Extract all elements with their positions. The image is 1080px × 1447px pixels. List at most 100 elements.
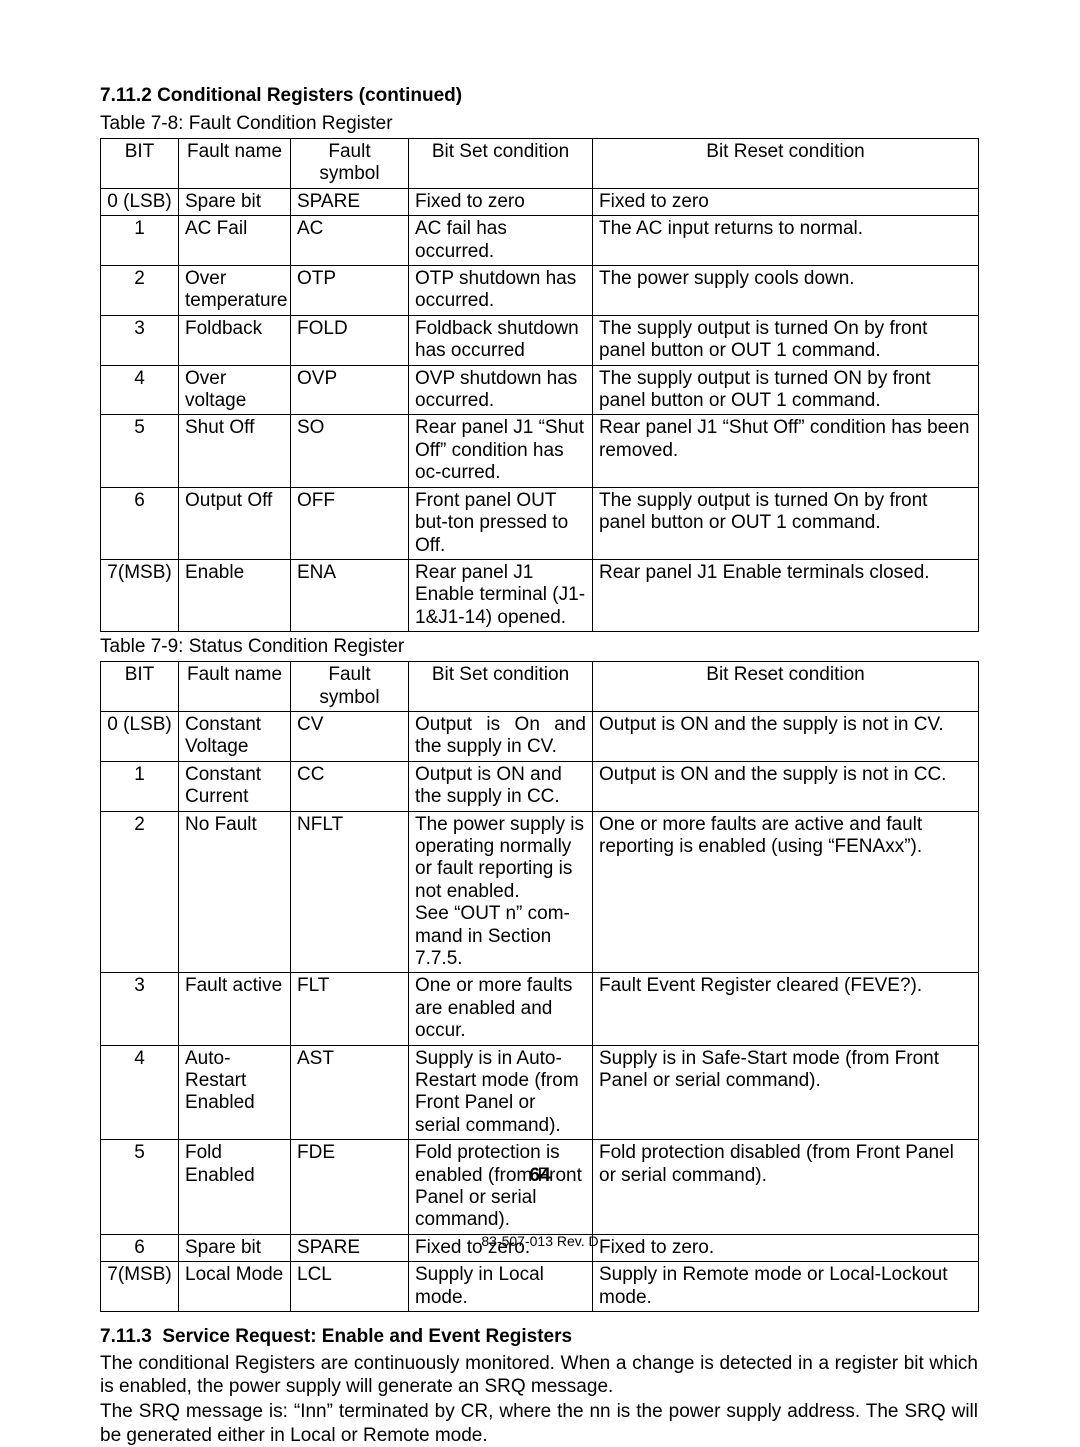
table-cell: Fold protection is enabled (from Front P… (409, 1140, 593, 1235)
section-title: Conditional Registers (continued) (157, 85, 462, 106)
table-cell: Shut Off (179, 415, 291, 487)
col-header: BIT (101, 139, 179, 189)
body-paragraph: The SRQ message is: “Inn” terminated by … (100, 1400, 978, 1446)
table-cell: One or more faults are active and fault … (593, 811, 979, 973)
table-cell: Foldback shutdown has occurred (409, 315, 593, 365)
col-header: Bit Set condition (409, 139, 593, 189)
table-row: 4Auto-Restart EnabledASTSupply is in Aut… (101, 1045, 979, 1140)
col-header: Fault name (179, 662, 291, 712)
table-cell: Constant Current (179, 761, 291, 811)
col-header: Fault name (179, 139, 291, 189)
table-cell: 7(MSB) (101, 559, 179, 631)
section-heading-1: 7.11.2 Conditional Registers (continued) (100, 85, 990, 107)
table-2-caption: Table 7-9: Status Condition Register (100, 636, 990, 658)
table-row: 6Output OffOFFFront panel OUT but-ton pr… (101, 487, 979, 559)
col-header: Bit Reset condition (593, 662, 979, 712)
table-cell: The supply output is turned On by front … (593, 487, 979, 559)
table-cell: Output is ON and the supply in CC. (409, 761, 593, 811)
table-row: 1Constant CurrentCCOutput is ON and the … (101, 761, 979, 811)
table-cell: FLT (291, 973, 409, 1045)
table-cell: SPARE (291, 188, 409, 215)
table-row: 7(MSB)Local ModeLCLSupply in Local mode.… (101, 1262, 979, 1312)
table-cell: 3 (101, 315, 179, 365)
table-cell: Enable (179, 559, 291, 631)
table-cell: AC (291, 216, 409, 266)
table-cell: Constant Voltage (179, 711, 291, 761)
table-cell: Rear panel J1 “Shut Off” condition has o… (409, 415, 593, 487)
table-cell: Output is On and the supply in CV. (409, 711, 593, 761)
table-cell: FDE (291, 1140, 409, 1235)
table-cell: 0 (LSB) (101, 188, 179, 215)
table-cell: Supply in Remote mode or Local-Lockout m… (593, 1262, 979, 1312)
table-cell: Foldback (179, 315, 291, 365)
section-number: 7.11.2 (100, 85, 152, 106)
table-header-row: BIT Fault name Fault symbol Bit Set cond… (101, 662, 979, 712)
table-cell: Rear panel J1 Enable terminal (J1-1&J1-1… (409, 559, 593, 631)
table-cell: 2 (101, 811, 179, 973)
table-cell: Supply in Local mode. (409, 1262, 593, 1312)
table-cell: 2 (101, 266, 179, 316)
col-header: BIT (101, 662, 179, 712)
table-row: 4Over voltageOVPOVP shutdown has occurre… (101, 365, 979, 415)
table-1-caption: Table 7-8: Fault Condition Register (100, 113, 990, 135)
col-header: Bit Reset condition (593, 139, 979, 189)
table-cell: Fold Enabled (179, 1140, 291, 1235)
table-row: 0 (LSB)Spare bitSPAREFixed to zeroFixed … (101, 188, 979, 215)
table-row: 7(MSB)EnableENARear panel J1 Enable term… (101, 559, 979, 631)
table-row: 2Over temperatureOTPOTP shutdown has occ… (101, 266, 979, 316)
table-cell: Supply is in Auto-Restart mode (from Fro… (409, 1045, 593, 1140)
section-title: Service Request: Enable and Event Regist… (162, 1326, 572, 1347)
table-cell: Fixed to zero (593, 188, 979, 215)
table-1-body: 0 (LSB)Spare bitSPAREFixed to zeroFixed … (101, 188, 979, 631)
table-cell: 5 (101, 415, 179, 487)
table-cell: OVP (291, 365, 409, 415)
table-cell: Fault active (179, 973, 291, 1045)
table-2-body: 0 (LSB)Constant VoltageCVOutput is On an… (101, 711, 979, 1311)
footer-text: 83-507-013 Rev. D (0, 1233, 1080, 1249)
table-cell: 0 (LSB) (101, 711, 179, 761)
table-cell: The power supply is operating normally o… (409, 811, 593, 973)
table-cell: 1 (101, 216, 179, 266)
table-cell: One or more faults are enabled and occur… (409, 973, 593, 1045)
table-row: 0 (LSB)Constant VoltageCVOutput is On an… (101, 711, 979, 761)
col-header: Bit Set condition (409, 662, 593, 712)
table-cell: AST (291, 1045, 409, 1140)
table-cell: 5 (101, 1140, 179, 1235)
table-cell: The supply output is turned On by front … (593, 315, 979, 365)
table-cell: AC fail has occurred. (409, 216, 593, 266)
table-row: 3FoldbackFOLDFoldback shutdown has occur… (101, 315, 979, 365)
table-cell: OVP shutdown has occurred. (409, 365, 593, 415)
table-cell: The power supply cools down. (593, 266, 979, 316)
table-cell: Output is ON and the supply is not in CV… (593, 711, 979, 761)
table-cell: 6 (101, 487, 179, 559)
table-cell: ENA (291, 559, 409, 631)
table-cell: NFLT (291, 811, 409, 973)
table-cell: OTP (291, 266, 409, 316)
table-cell: No Fault (179, 811, 291, 973)
table-cell: Front panel OUT but-ton pressed to Off. (409, 487, 593, 559)
page-number: 64 (0, 1165, 1080, 1187)
body-paragraph: The conditional Registers are continuous… (100, 1352, 978, 1398)
col-header: Fault symbol (291, 139, 409, 189)
table-cell: The supply output is turned ON by front … (593, 365, 979, 415)
table-cell: 7(MSB) (101, 1262, 179, 1312)
fault-condition-register-table: BIT Fault name Fault symbol Bit Set cond… (100, 138, 979, 632)
section-number: 7.11.3 (100, 1326, 152, 1347)
table-cell: Spare bit (179, 188, 291, 215)
table-cell: SO (291, 415, 409, 487)
table-cell: Output is ON and the supply is not in CC… (593, 761, 979, 811)
table-cell: AC Fail (179, 216, 291, 266)
table-cell: Supply is in Safe-Start mode (from Front… (593, 1045, 979, 1140)
col-header: Fault symbol (291, 662, 409, 712)
table-row: 5Fold EnabledFDEFold protection is enabl… (101, 1140, 979, 1235)
table-cell: The AC input returns to normal. (593, 216, 979, 266)
table-row: 2No FaultNFLTThe power supply is operati… (101, 811, 979, 973)
table-cell: Over voltage (179, 365, 291, 415)
table-cell: LCL (291, 1262, 409, 1312)
table-cell: Auto-Restart Enabled (179, 1045, 291, 1140)
table-cell: 1 (101, 761, 179, 811)
table-cell: 3 (101, 973, 179, 1045)
table-row: 1AC FailACAC fail has occurred.The AC in… (101, 216, 979, 266)
table-cell: Over temperature (179, 266, 291, 316)
table-cell: OTP shutdown has occurred. (409, 266, 593, 316)
